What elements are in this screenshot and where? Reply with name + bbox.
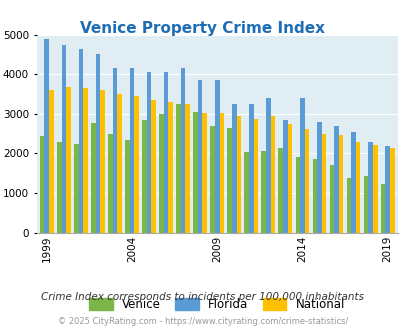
- Bar: [197, 80, 202, 233]
- Bar: [321, 134, 326, 233]
- Bar: [248, 104, 253, 233]
- Bar: [146, 72, 151, 233]
- Bar: [49, 90, 53, 233]
- Legend: Venice, Florida, National: Venice, Florida, National: [89, 298, 344, 311]
- Bar: [151, 100, 156, 233]
- Bar: [176, 104, 180, 233]
- Text: © 2025 CityRating.com - https://www.cityrating.com/crime-statistics/: © 2025 CityRating.com - https://www.city…: [58, 317, 347, 326]
- Bar: [83, 88, 87, 233]
- Bar: [265, 98, 270, 233]
- Bar: [159, 114, 163, 233]
- Bar: [202, 113, 207, 233]
- Bar: [253, 118, 258, 233]
- Bar: [112, 68, 117, 233]
- Bar: [270, 116, 275, 233]
- Bar: [117, 94, 121, 233]
- Bar: [125, 140, 129, 233]
- Bar: [57, 142, 62, 233]
- Bar: [244, 152, 248, 233]
- Bar: [108, 134, 112, 233]
- Bar: [316, 122, 321, 233]
- Bar: [363, 177, 367, 233]
- Bar: [355, 142, 360, 233]
- Text: Venice Property Crime Index: Venice Property Crime Index: [80, 21, 325, 36]
- Bar: [367, 142, 372, 233]
- Bar: [261, 151, 265, 233]
- Bar: [350, 132, 355, 233]
- Bar: [45, 39, 49, 233]
- Bar: [214, 80, 219, 233]
- Bar: [40, 136, 45, 233]
- Bar: [295, 157, 299, 233]
- Bar: [304, 129, 309, 233]
- Bar: [338, 135, 343, 233]
- Bar: [282, 120, 287, 233]
- Bar: [287, 124, 292, 233]
- Bar: [129, 68, 134, 233]
- Bar: [193, 112, 197, 233]
- Bar: [78, 49, 83, 233]
- Bar: [372, 145, 377, 233]
- Bar: [278, 148, 282, 233]
- Bar: [180, 68, 185, 233]
- Bar: [168, 102, 173, 233]
- Bar: [74, 144, 78, 233]
- Bar: [227, 128, 231, 233]
- Text: Crime Index corresponds to incidents per 100,000 inhabitants: Crime Index corresponds to incidents per…: [41, 292, 364, 302]
- Bar: [219, 113, 224, 233]
- Bar: [62, 45, 66, 233]
- Bar: [231, 104, 236, 233]
- Bar: [134, 96, 139, 233]
- Bar: [312, 159, 316, 233]
- Bar: [384, 146, 389, 233]
- Bar: [185, 104, 190, 233]
- Bar: [389, 148, 394, 233]
- Bar: [100, 90, 104, 233]
- Bar: [329, 165, 333, 233]
- Bar: [66, 87, 70, 233]
- Bar: [91, 122, 95, 233]
- Bar: [299, 98, 304, 233]
- Bar: [163, 72, 168, 233]
- Bar: [380, 184, 384, 233]
- Bar: [210, 126, 214, 233]
- Bar: [236, 116, 241, 233]
- Bar: [333, 126, 338, 233]
- Bar: [142, 120, 146, 233]
- Bar: [95, 54, 100, 233]
- Bar: [346, 178, 350, 233]
